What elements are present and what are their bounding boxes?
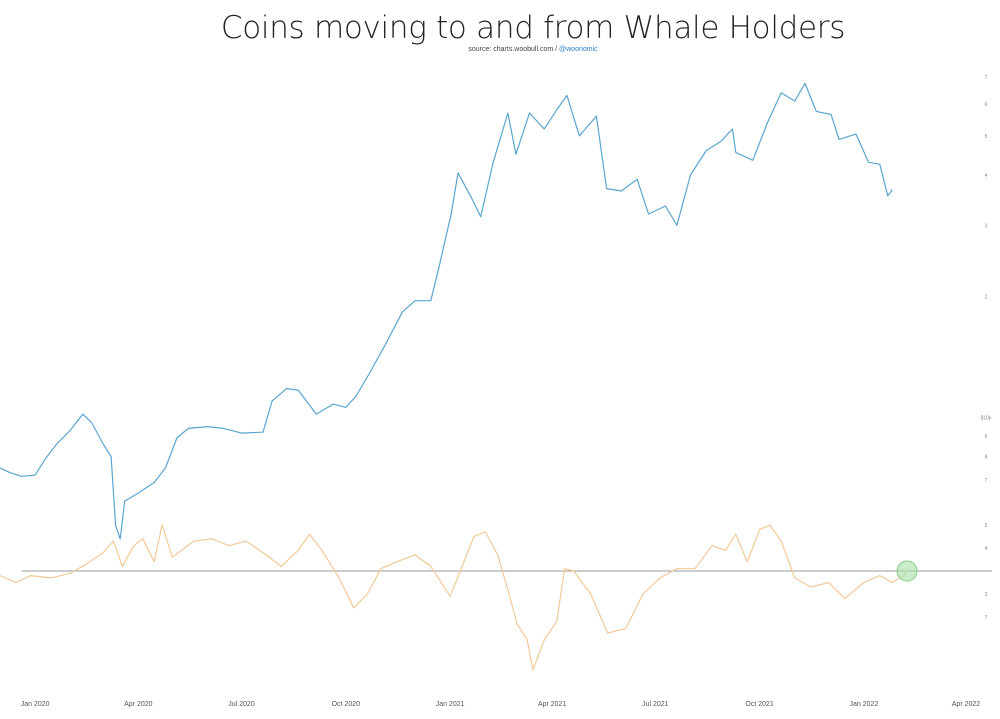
source-text: source: charts.woobull.com /: [468, 46, 560, 53]
x-tick-label-3: Oct 2020: [332, 701, 361, 708]
price-tick-label-4: 2: [985, 294, 988, 300]
x-tick-label-5: Apr 2021: [538, 701, 567, 708]
price-tick-label-0: 7: [985, 478, 988, 484]
chart-source: source: charts.woobull.com / @woonomic: [0, 46, 1000, 53]
flow-tick-label-0: 5: [985, 523, 988, 529]
x-tick-label-7: Oct 2021: [745, 701, 774, 708]
price-tick-label-3: $10k: [981, 416, 992, 422]
x-tick-label-6: Jul 2021: [642, 701, 669, 708]
x-tick-label-0: Jan 2020: [21, 701, 50, 708]
highlight-marker: [896, 560, 918, 582]
flow-tick-label-3: 7: [985, 615, 988, 621]
price-tick-label-7: 5: [985, 134, 988, 140]
flow-tick-label-1: 4: [985, 546, 988, 552]
price-tick-label-5: 3: [985, 223, 988, 229]
source-handle-link[interactable]: @woonomic: [559, 46, 598, 53]
x-tick-label-8: Jan 2022: [850, 701, 879, 708]
price-tick-label-1: 8: [985, 455, 988, 461]
x-tick-label-4: Jan 2021: [436, 701, 465, 708]
chart-title: Coins moving to and from Whale Holders: [220, 10, 846, 46]
x-tick-label-1: Apr 2020: [124, 701, 153, 708]
price-tick-label-6: 4: [985, 173, 988, 179]
price-tick-label-2: 9: [985, 434, 988, 440]
x-tick-label-9: Apr 2022: [952, 701, 981, 708]
x-tick-label-2: Jul 2020: [228, 701, 255, 708]
series-line-1: [0, 524, 908, 671]
flow-tick-label-2: 3: [985, 592, 988, 598]
price-tick-label-9: 7: [985, 75, 988, 81]
series-line-0: [0, 82, 893, 540]
price-tick-label-8: 6: [985, 102, 988, 108]
